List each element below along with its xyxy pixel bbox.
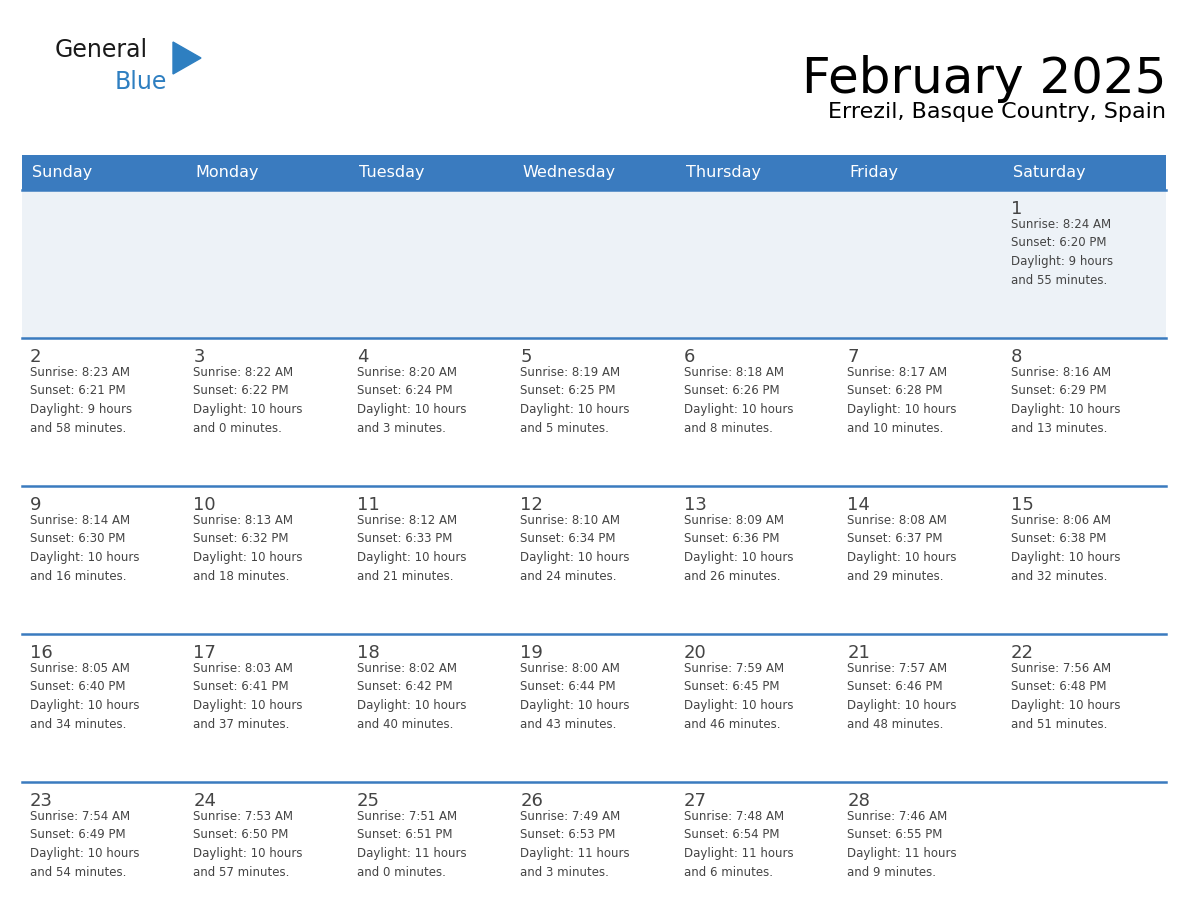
Text: Sunrise: 7:59 AM
Sunset: 6:45 PM
Daylight: 10 hours
and 46 minutes.: Sunrise: 7:59 AM Sunset: 6:45 PM Dayligh…	[684, 662, 794, 731]
Text: Sunrise: 8:16 AM
Sunset: 6:29 PM
Daylight: 10 hours
and 13 minutes.: Sunrise: 8:16 AM Sunset: 6:29 PM Dayligh…	[1011, 366, 1120, 434]
Text: Errezil, Basque Country, Spain: Errezil, Basque Country, Spain	[828, 102, 1165, 122]
Text: 16: 16	[30, 644, 52, 662]
Text: 4: 4	[356, 348, 368, 366]
Text: General: General	[55, 38, 148, 62]
Text: Sunrise: 8:14 AM
Sunset: 6:30 PM
Daylight: 10 hours
and 16 minutes.: Sunrise: 8:14 AM Sunset: 6:30 PM Dayligh…	[30, 514, 139, 583]
Text: 18: 18	[356, 644, 380, 662]
Polygon shape	[173, 42, 201, 74]
Text: 21: 21	[847, 644, 870, 662]
Text: 17: 17	[194, 644, 216, 662]
Text: Sunrise: 8:18 AM
Sunset: 6:26 PM
Daylight: 10 hours
and 8 minutes.: Sunrise: 8:18 AM Sunset: 6:26 PM Dayligh…	[684, 366, 794, 434]
Text: 25: 25	[356, 792, 380, 810]
Bar	[23, 155, 1165, 190]
Text: 10: 10	[194, 496, 216, 514]
Text: Blue: Blue	[115, 70, 168, 94]
Text: 5: 5	[520, 348, 532, 366]
Text: Sunrise: 8:03 AM
Sunset: 6:41 PM
Daylight: 10 hours
and 37 minutes.: Sunrise: 8:03 AM Sunset: 6:41 PM Dayligh…	[194, 662, 303, 731]
Text: 28: 28	[847, 792, 870, 810]
Text: Sunrise: 7:48 AM
Sunset: 6:54 PM
Daylight: 11 hours
and 6 minutes.: Sunrise: 7:48 AM Sunset: 6:54 PM Dayligh…	[684, 810, 794, 879]
Text: Sunrise: 7:51 AM
Sunset: 6:51 PM
Daylight: 11 hours
and 0 minutes.: Sunrise: 7:51 AM Sunset: 6:51 PM Dayligh…	[356, 810, 467, 879]
Text: 11: 11	[356, 496, 380, 514]
Text: Friday: Friday	[849, 165, 898, 180]
Text: Sunrise: 7:46 AM
Sunset: 6:55 PM
Daylight: 11 hours
and 9 minutes.: Sunrise: 7:46 AM Sunset: 6:55 PM Dayligh…	[847, 810, 956, 879]
Text: Sunrise: 8:00 AM
Sunset: 6:44 PM
Daylight: 10 hours
and 43 minutes.: Sunrise: 8:00 AM Sunset: 6:44 PM Dayligh…	[520, 662, 630, 731]
Text: 20: 20	[684, 644, 707, 662]
Text: Sunrise: 7:53 AM
Sunset: 6:50 PM
Daylight: 10 hours
and 57 minutes.: Sunrise: 7:53 AM Sunset: 6:50 PM Dayligh…	[194, 810, 303, 879]
Text: Sunrise: 8:08 AM
Sunset: 6:37 PM
Daylight: 10 hours
and 29 minutes.: Sunrise: 8:08 AM Sunset: 6:37 PM Dayligh…	[847, 514, 956, 583]
Text: 6: 6	[684, 348, 695, 366]
Text: Sunrise: 8:06 AM
Sunset: 6:38 PM
Daylight: 10 hours
and 32 minutes.: Sunrise: 8:06 AM Sunset: 6:38 PM Dayligh…	[1011, 514, 1120, 583]
Text: Sunrise: 8:12 AM
Sunset: 6:33 PM
Daylight: 10 hours
and 21 minutes.: Sunrise: 8:12 AM Sunset: 6:33 PM Dayligh…	[356, 514, 467, 583]
Text: 15: 15	[1011, 496, 1034, 514]
Text: 8: 8	[1011, 348, 1022, 366]
Text: 1: 1	[1011, 200, 1022, 218]
Text: Sunrise: 8:09 AM
Sunset: 6:36 PM
Daylight: 10 hours
and 26 minutes.: Sunrise: 8:09 AM Sunset: 6:36 PM Dayligh…	[684, 514, 794, 583]
Text: 23: 23	[30, 792, 53, 810]
Text: 26: 26	[520, 792, 543, 810]
Text: 14: 14	[847, 496, 870, 514]
Text: 3: 3	[194, 348, 204, 366]
Text: Monday: Monday	[196, 165, 259, 180]
Bar	[23, 486, 1165, 634]
Bar	[23, 782, 1165, 918]
Text: 27: 27	[684, 792, 707, 810]
Text: Saturday: Saturday	[1012, 165, 1085, 180]
Text: 13: 13	[684, 496, 707, 514]
Text: Sunday: Sunday	[32, 165, 93, 180]
Text: Thursday: Thursday	[685, 165, 760, 180]
Text: Sunrise: 8:19 AM
Sunset: 6:25 PM
Daylight: 10 hours
and 5 minutes.: Sunrise: 8:19 AM Sunset: 6:25 PM Dayligh…	[520, 366, 630, 434]
Text: 2: 2	[30, 348, 42, 366]
Text: February 2025: February 2025	[802, 55, 1165, 103]
Bar	[23, 634, 1165, 782]
Text: Sunrise: 8:17 AM
Sunset: 6:28 PM
Daylight: 10 hours
and 10 minutes.: Sunrise: 8:17 AM Sunset: 6:28 PM Dayligh…	[847, 366, 956, 434]
Text: 12: 12	[520, 496, 543, 514]
Text: Wednesday: Wednesday	[523, 165, 615, 180]
Text: Sunrise: 8:13 AM
Sunset: 6:32 PM
Daylight: 10 hours
and 18 minutes.: Sunrise: 8:13 AM Sunset: 6:32 PM Dayligh…	[194, 514, 303, 583]
Text: Sunrise: 7:56 AM
Sunset: 6:48 PM
Daylight: 10 hours
and 51 minutes.: Sunrise: 7:56 AM Sunset: 6:48 PM Dayligh…	[1011, 662, 1120, 731]
Text: 22: 22	[1011, 644, 1034, 662]
Text: Sunrise: 8:20 AM
Sunset: 6:24 PM
Daylight: 10 hours
and 3 minutes.: Sunrise: 8:20 AM Sunset: 6:24 PM Dayligh…	[356, 366, 467, 434]
Text: 19: 19	[520, 644, 543, 662]
Bar	[23, 338, 1165, 486]
Text: Sunrise: 8:02 AM
Sunset: 6:42 PM
Daylight: 10 hours
and 40 minutes.: Sunrise: 8:02 AM Sunset: 6:42 PM Dayligh…	[356, 662, 467, 731]
Bar	[23, 190, 1165, 338]
Text: 9: 9	[30, 496, 42, 514]
Text: Sunrise: 7:57 AM
Sunset: 6:46 PM
Daylight: 10 hours
and 48 minutes.: Sunrise: 7:57 AM Sunset: 6:46 PM Dayligh…	[847, 662, 956, 731]
Text: 7: 7	[847, 348, 859, 366]
Text: Sunrise: 7:54 AM
Sunset: 6:49 PM
Daylight: 10 hours
and 54 minutes.: Sunrise: 7:54 AM Sunset: 6:49 PM Dayligh…	[30, 810, 139, 879]
Text: Tuesday: Tuesday	[359, 165, 424, 180]
Text: Sunrise: 8:24 AM
Sunset: 6:20 PM
Daylight: 9 hours
and 55 minutes.: Sunrise: 8:24 AM Sunset: 6:20 PM Dayligh…	[1011, 218, 1113, 286]
Text: Sunrise: 8:22 AM
Sunset: 6:22 PM
Daylight: 10 hours
and 0 minutes.: Sunrise: 8:22 AM Sunset: 6:22 PM Dayligh…	[194, 366, 303, 434]
Text: Sunrise: 8:05 AM
Sunset: 6:40 PM
Daylight: 10 hours
and 34 minutes.: Sunrise: 8:05 AM Sunset: 6:40 PM Dayligh…	[30, 662, 139, 731]
Text: Sunrise: 7:49 AM
Sunset: 6:53 PM
Daylight: 11 hours
and 3 minutes.: Sunrise: 7:49 AM Sunset: 6:53 PM Dayligh…	[520, 810, 630, 879]
Text: Sunrise: 8:10 AM
Sunset: 6:34 PM
Daylight: 10 hours
and 24 minutes.: Sunrise: 8:10 AM Sunset: 6:34 PM Dayligh…	[520, 514, 630, 583]
Text: Sunrise: 8:23 AM
Sunset: 6:21 PM
Daylight: 9 hours
and 58 minutes.: Sunrise: 8:23 AM Sunset: 6:21 PM Dayligh…	[30, 366, 132, 434]
Text: 24: 24	[194, 792, 216, 810]
